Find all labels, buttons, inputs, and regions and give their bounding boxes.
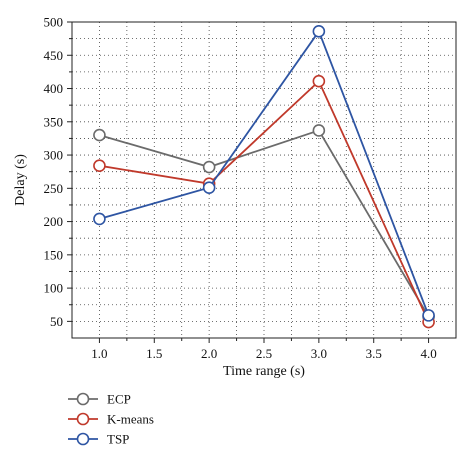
series-line-k-means bbox=[99, 79, 430, 323]
series-line-tsp bbox=[99, 29, 430, 316]
y-tick-label: 500 bbox=[44, 15, 64, 30]
y-tick-label: 250 bbox=[44, 181, 64, 196]
data-point-ecp bbox=[93, 128, 106, 142]
series-line-ecp bbox=[99, 129, 430, 318]
y-tick-label: 150 bbox=[44, 247, 64, 262]
legend: ECP K-means TSP bbox=[68, 392, 154, 447]
data-point-k-means bbox=[93, 159, 106, 172]
legend-label-ecp: ECP bbox=[107, 392, 131, 407]
legend-label-k-means: K-means bbox=[107, 412, 154, 427]
data-point-tsp bbox=[422, 309, 435, 322]
x-tick-label: 1.5 bbox=[146, 346, 162, 361]
x-tick-label: 1.0 bbox=[91, 346, 107, 361]
legend-label-tsp: TSP bbox=[107, 432, 129, 447]
x-tick-label: 2.5 bbox=[256, 346, 272, 361]
legend-marker-tsp bbox=[76, 432, 90, 446]
x-tick-label: 3.5 bbox=[366, 346, 382, 361]
grid-layer bbox=[72, 22, 456, 338]
series-layer bbox=[93, 25, 435, 329]
data-point-k-means bbox=[312, 74, 326, 88]
data-point-tsp bbox=[202, 181, 216, 194]
y-tick-label: 350 bbox=[44, 114, 64, 129]
x-tick-label: 3.0 bbox=[311, 346, 327, 361]
y-tick-label: 100 bbox=[44, 281, 64, 296]
y-tick-label: 50 bbox=[50, 314, 63, 329]
x-tick-label: 4.0 bbox=[420, 346, 436, 361]
x-axis-label: Time range (s) bbox=[223, 364, 305, 379]
legend-marker-k-means bbox=[76, 412, 90, 426]
y-tick-label: 400 bbox=[44, 81, 64, 96]
y-axis-label: Delay (s) bbox=[13, 154, 28, 206]
y-tick-label: 300 bbox=[44, 148, 64, 163]
data-point-ecp bbox=[312, 124, 326, 137]
legend-marker-ecp bbox=[76, 392, 90, 406]
data-point-ecp bbox=[202, 160, 216, 174]
y-tick-label: 450 bbox=[44, 48, 64, 63]
y-tick-label: 200 bbox=[44, 214, 64, 229]
data-point-tsp bbox=[312, 25, 326, 38]
ticks-layer: 1.0 1.5 2.0 2.5 3.0 3.5 4.0 50 100 150 200 250 300 35… bbox=[44, 15, 437, 362]
data-point-tsp bbox=[93, 212, 106, 226]
x-tick-label: 2.0 bbox=[201, 346, 217, 361]
